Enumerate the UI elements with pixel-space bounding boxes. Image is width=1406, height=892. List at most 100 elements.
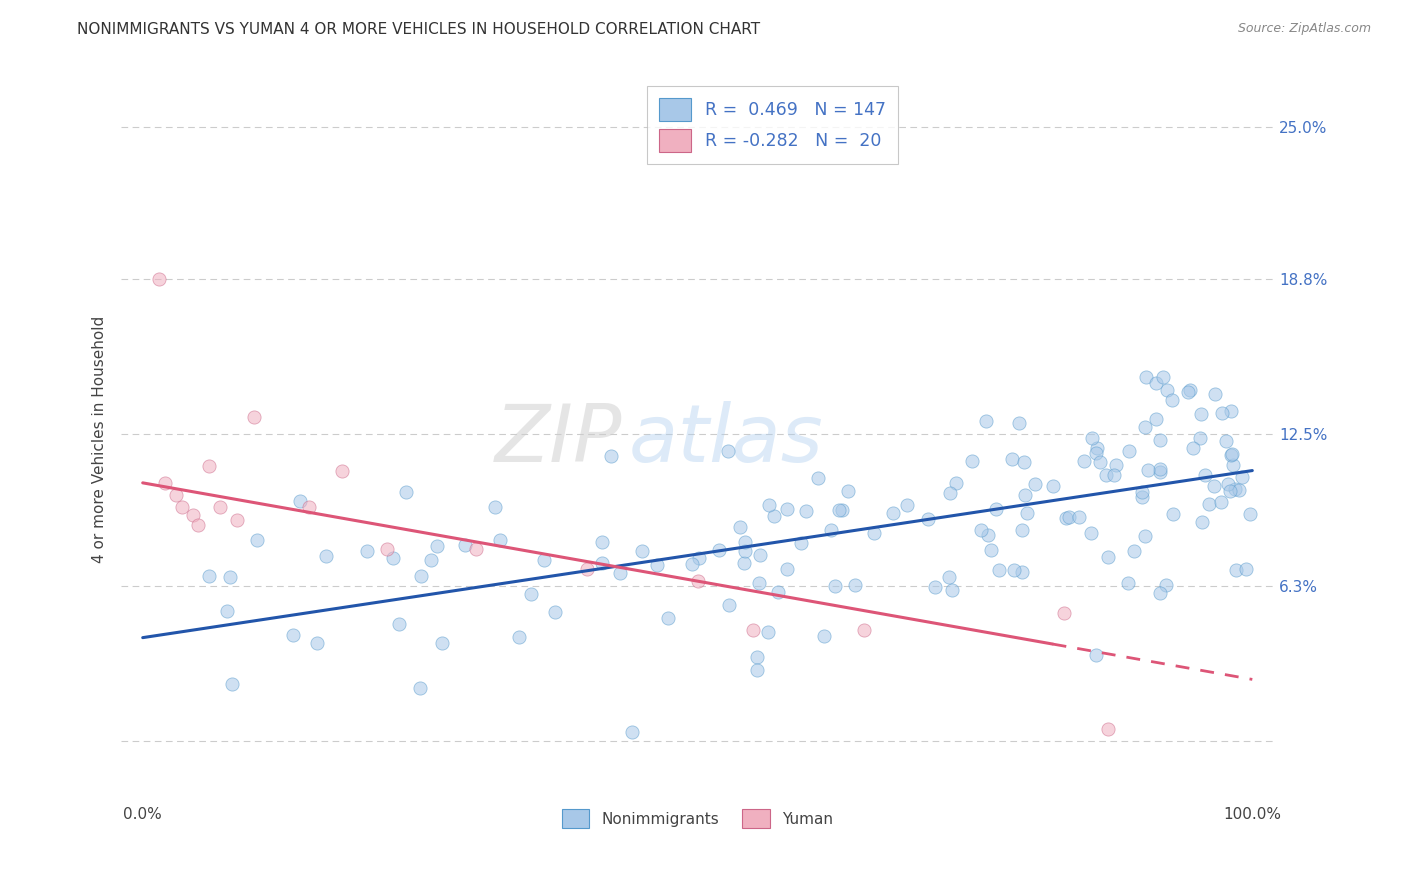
Point — [1085, 441, 1108, 455]
Point — [1239, 507, 1261, 521]
Point — [1232, 470, 1254, 484]
Point — [790, 535, 813, 549]
Point — [1002, 563, 1025, 577]
Point — [807, 470, 830, 484]
Point — [242, 409, 264, 424]
Point — [681, 557, 703, 571]
Point — [1017, 507, 1039, 521]
Point — [831, 503, 853, 517]
Point — [221, 677, 243, 691]
Point — [315, 549, 337, 563]
Point — [1053, 606, 1076, 620]
Point — [1204, 387, 1226, 401]
Point — [1180, 384, 1202, 398]
Point — [187, 517, 209, 532]
Point — [426, 539, 449, 553]
Point — [977, 528, 1000, 542]
Point — [1216, 476, 1239, 491]
Point — [1222, 447, 1244, 461]
Point — [1149, 465, 1171, 479]
Point — [1118, 443, 1140, 458]
Point — [945, 476, 967, 491]
Point — [1144, 376, 1167, 391]
Point — [852, 624, 875, 638]
Point — [1156, 383, 1178, 397]
Point — [153, 475, 176, 490]
Point — [1080, 526, 1102, 541]
Point — [148, 272, 170, 286]
Point — [1088, 455, 1111, 469]
Point — [1227, 483, 1250, 498]
Point — [1122, 544, 1144, 558]
Point — [1204, 478, 1226, 492]
Point — [960, 454, 983, 468]
Point — [1234, 562, 1257, 576]
Point — [758, 498, 780, 512]
Point — [356, 543, 378, 558]
Point — [381, 551, 404, 566]
Point — [1116, 575, 1139, 590]
Point — [844, 578, 866, 592]
Point — [1149, 586, 1171, 600]
Point — [970, 523, 993, 537]
Point — [198, 458, 221, 473]
Point — [1177, 385, 1199, 400]
Point — [1085, 648, 1108, 662]
Point — [837, 483, 859, 498]
Point — [621, 725, 644, 739]
Point — [939, 485, 962, 500]
Point — [307, 636, 329, 650]
Point — [1194, 468, 1216, 483]
Point — [742, 624, 765, 638]
Point — [749, 548, 772, 562]
Point — [591, 535, 613, 549]
Point — [533, 552, 555, 566]
Point — [1130, 490, 1153, 504]
Point — [1144, 412, 1167, 426]
Point — [1014, 488, 1036, 502]
Point — [1133, 420, 1156, 434]
Point — [820, 523, 842, 537]
Point — [980, 543, 1002, 558]
Point — [1135, 369, 1157, 384]
Point — [717, 444, 740, 458]
Point — [728, 520, 751, 534]
Point — [1222, 458, 1244, 472]
Point — [1097, 722, 1119, 736]
Point — [217, 604, 239, 618]
Point — [1081, 431, 1104, 445]
Point — [1024, 476, 1046, 491]
Point — [609, 566, 631, 580]
Point — [984, 502, 1007, 516]
Point — [1105, 458, 1128, 472]
Point — [454, 538, 477, 552]
Point — [813, 629, 835, 643]
Point — [332, 464, 354, 478]
Point — [776, 562, 799, 576]
Point — [1097, 549, 1119, 564]
Point — [520, 587, 543, 601]
Point — [409, 681, 432, 696]
Point — [1152, 370, 1174, 384]
Point — [226, 513, 249, 527]
Text: atlas: atlas — [628, 401, 823, 479]
Point — [209, 500, 232, 515]
Point — [1130, 484, 1153, 499]
Point — [219, 570, 242, 584]
Point — [1220, 448, 1243, 462]
Point — [828, 502, 851, 516]
Point — [591, 556, 613, 570]
Point — [1095, 468, 1118, 483]
Point — [484, 500, 506, 515]
Point — [246, 533, 269, 547]
Point — [1057, 510, 1080, 524]
Point — [796, 504, 818, 518]
Point — [575, 562, 598, 576]
Point — [388, 616, 411, 631]
Point — [1054, 510, 1077, 524]
Point — [488, 533, 510, 547]
Point — [882, 506, 904, 520]
Point — [165, 488, 187, 502]
Point — [170, 500, 193, 515]
Point — [1085, 446, 1108, 460]
